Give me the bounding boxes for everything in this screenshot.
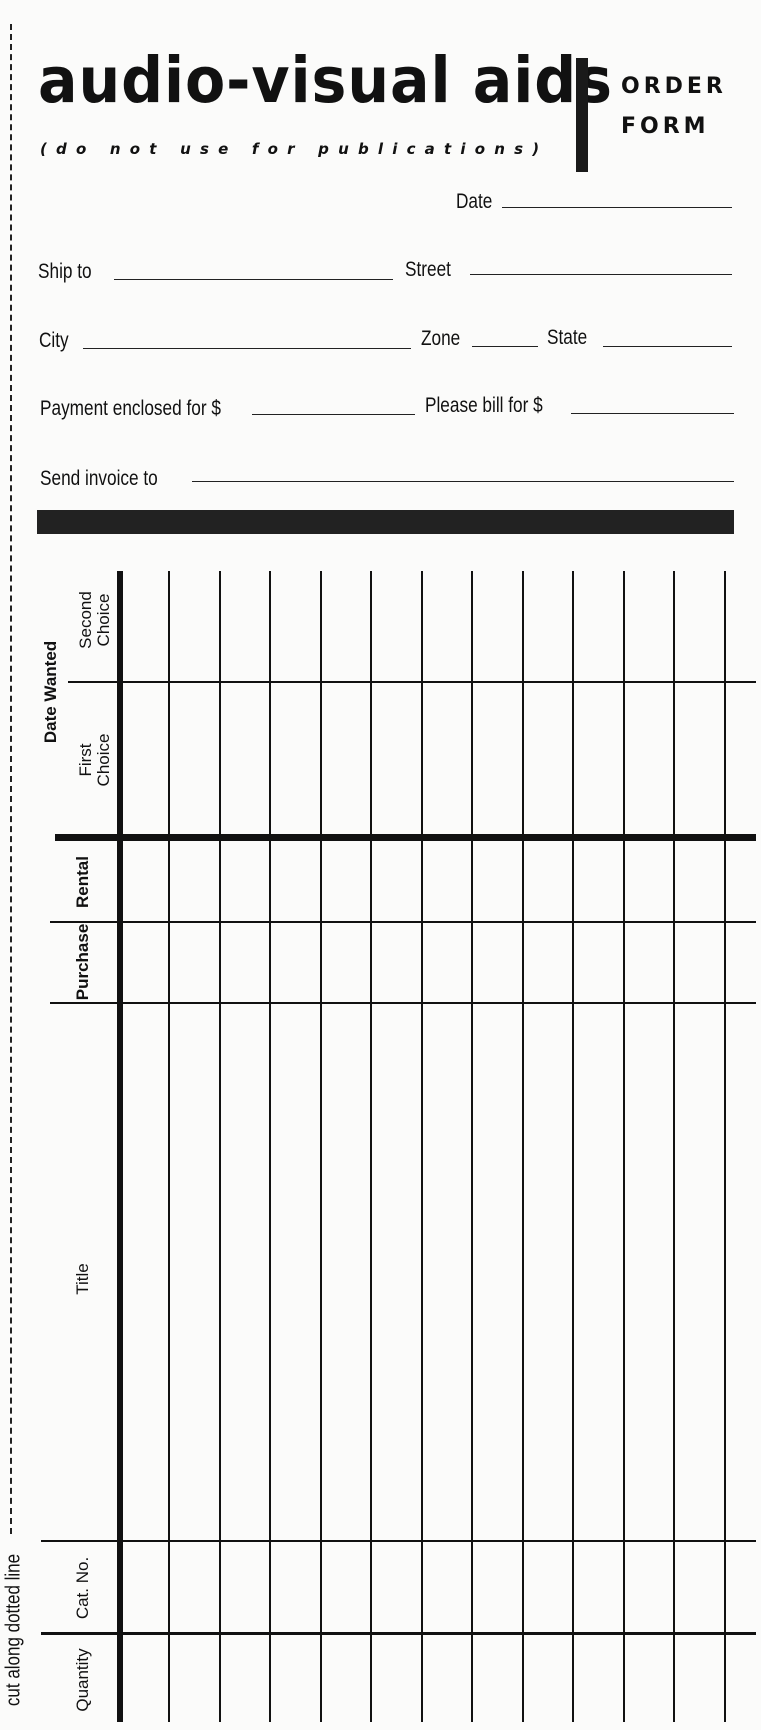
rental-label: Rental (73, 856, 93, 908)
cut-instruction: cut along dotted line (2, 1553, 25, 1707)
row-divider-rental-purchase (50, 921, 756, 923)
payment-field[interactable] (252, 414, 415, 415)
date-field[interactable] (502, 207, 732, 208)
section-divider-bar (37, 510, 734, 534)
bill-field[interactable] (571, 413, 734, 414)
entry-column-line (319, 571, 322, 1722)
ship-to-field[interactable] (114, 279, 393, 280)
ship-to-label: Ship to (38, 260, 92, 283)
second-choice-line2: Choice (94, 593, 113, 647)
cut-dotted-line (10, 24, 12, 1534)
row-divider-date-rental (55, 834, 756, 841)
entry-column-line (521, 571, 524, 1722)
invoice-label: Send invoice to (40, 467, 158, 490)
row-divider-purchase-title (50, 1002, 756, 1004)
entry-column-line (673, 571, 675, 1722)
entry-column-line (420, 571, 423, 1722)
date-label: Date (456, 190, 493, 213)
entry-column-line (168, 571, 170, 1722)
zone-field[interactable] (472, 346, 538, 347)
bill-label: Please bill for $ (425, 394, 543, 417)
entry-column-line (269, 571, 271, 1722)
city-field[interactable] (83, 348, 411, 349)
form-title: audio-visual aids (38, 44, 613, 117)
row-divider-title-cat (41, 1540, 756, 1542)
entry-column-line (622, 571, 625, 1722)
payment-label: Payment enclosed for $ (40, 397, 221, 420)
table-label-divider (117, 571, 123, 1722)
purchase-label: Purchase (73, 923, 93, 1001)
entry-column-line (370, 571, 372, 1722)
form-label: FORM (621, 114, 710, 139)
date-wanted-label: Date Wanted (41, 640, 61, 744)
title-divider-bar (576, 58, 588, 172)
state-field[interactable] (603, 346, 732, 347)
quantity-label: Quantity (73, 1648, 93, 1712)
entry-column-line (471, 571, 473, 1722)
order-label: ORDER (621, 74, 727, 99)
title-label: Title (73, 1263, 93, 1295)
state-label: State (547, 326, 588, 349)
cat-no-label: Cat. No. (73, 1556, 93, 1620)
entry-column-line (218, 571, 221, 1722)
row-divider-second-first (68, 681, 756, 683)
second-choice-label: Second Choice (76, 591, 113, 649)
street-field[interactable] (470, 274, 732, 275)
invoice-field[interactable] (192, 481, 734, 482)
entry-column-line (723, 571, 726, 1722)
row-divider-cat-quantity (41, 1632, 756, 1635)
first-choice-line2: Choice (94, 733, 113, 787)
zone-label: Zone (421, 327, 461, 350)
entry-column-line (572, 571, 574, 1722)
first-choice-label: First Choice (76, 733, 113, 787)
street-label: Street (405, 258, 451, 281)
first-choice-line1: First (76, 743, 96, 777)
second-choice-line1: Second (76, 591, 96, 649)
form-subtitle: (do not use for publications) (40, 140, 549, 158)
city-label: City (39, 329, 69, 352)
